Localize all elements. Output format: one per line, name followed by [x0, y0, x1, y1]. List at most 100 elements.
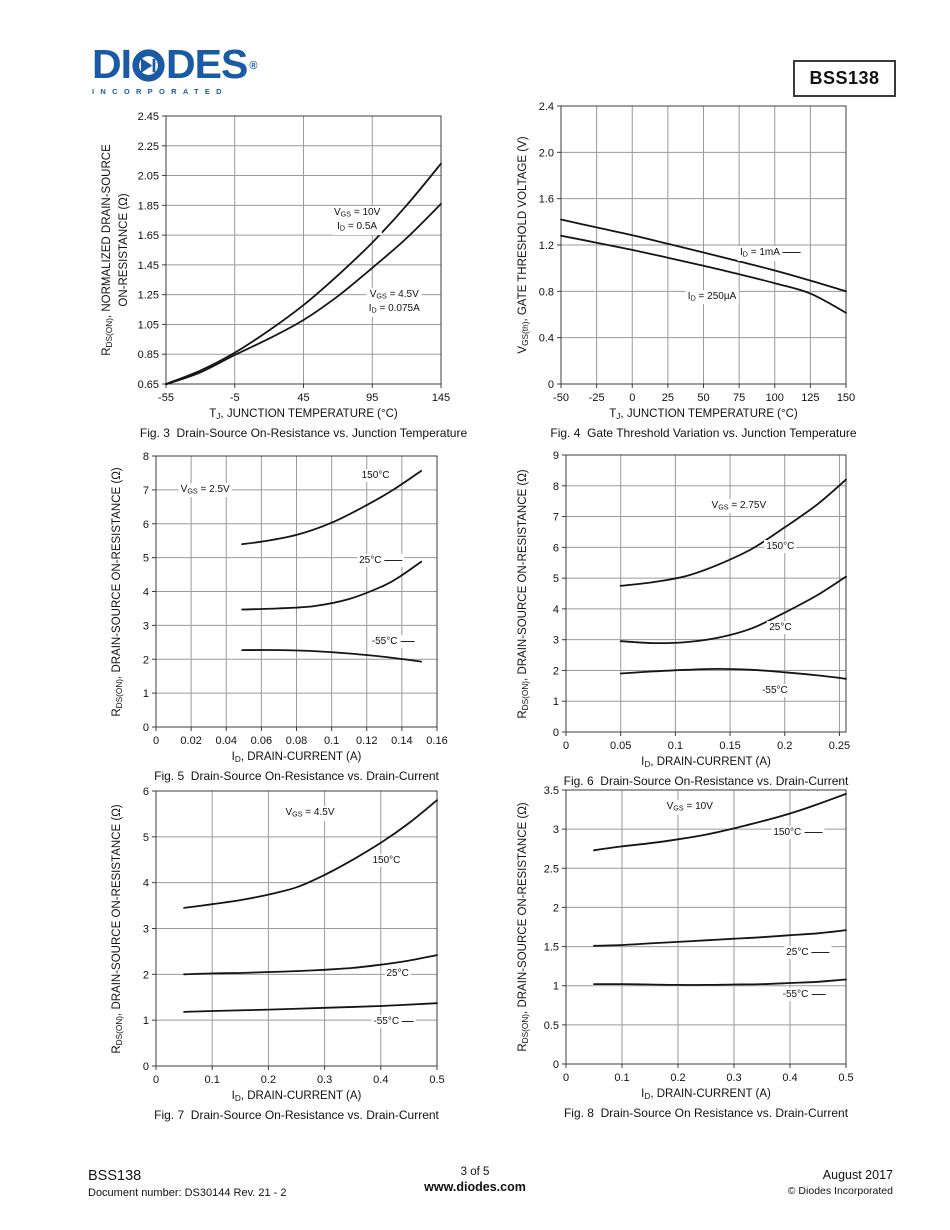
footer-website-link[interactable]: www.diodes.com [424, 1180, 526, 1194]
y-tick-label: 2.5 [544, 863, 559, 875]
annotation-line: 25°C [786, 946, 830, 959]
y-tick-label: 1 [553, 981, 559, 993]
y-tick-label: 1.45 [138, 260, 159, 272]
annotation-line: ID = 250µA [687, 290, 737, 303]
leader-line [804, 831, 823, 833]
y-tick-label: 1.65 [138, 230, 159, 242]
x-tick-label: 0.12 [356, 735, 377, 747]
y-tick-label: 1 [553, 696, 559, 708]
curve-150-c [183, 799, 438, 909]
leader-line [384, 559, 403, 561]
x-tick-label: 100 [766, 392, 784, 404]
annotation-line: VGS = 2.75V [711, 499, 767, 512]
annotation-line: 150°C [773, 826, 823, 839]
curve--55-c [593, 978, 847, 986]
curve-150-c [241, 470, 423, 545]
y-tick-label: 6 [553, 542, 559, 554]
curve-annotation: 25°C [357, 554, 405, 567]
curve-150-c [619, 478, 847, 587]
x-tick-label: 0.2 [261, 1074, 276, 1086]
y-tick-label: 5 [553, 573, 559, 585]
x-tick-label: 0.1 [324, 735, 339, 747]
diodes-logo: DI DES ® INCORPORATED [92, 44, 257, 97]
y-tick-label: 1.2 [539, 240, 554, 252]
x-tick-label: 0.2 [777, 740, 792, 752]
logo-subtitle: INCORPORATED [92, 87, 228, 96]
x-tick-label: 0.1 [668, 740, 683, 752]
y-tick-label: 6 [143, 786, 149, 798]
y-tick-label: 2.4 [539, 101, 554, 113]
curve-25-c [619, 575, 847, 645]
y-tick-label: 8 [553, 481, 559, 493]
y-tick-label: 5 [143, 553, 149, 565]
plot-border [155, 455, 438, 728]
leader-line [811, 951, 830, 953]
x-axis-label: ID, DRAIN-CURRENT (A) [641, 756, 771, 769]
plot-border [565, 454, 847, 733]
plot-border [155, 790, 438, 1067]
y-tick-label: 1 [143, 1015, 149, 1027]
y-tick-label: 2 [143, 969, 149, 981]
plot-area: 0 0.05 0.1 0.15 0.2 0.25 0 1 2 3 4 5 6 7 8 9 [553, 450, 850, 752]
x-tick-label: 0.05 [610, 740, 631, 752]
annotation-line: ID = 0.075A [368, 303, 420, 315]
x-axis-label: ID, DRAIN-CURRENT (A) [641, 1088, 771, 1101]
curve-25-c [241, 560, 423, 611]
x-axis-label: TJ, JUNCTION TEMPERATURE (°C) [209, 408, 398, 421]
curve-id-250-a [560, 234, 847, 314]
plot-area: 0 0.1 0.2 0.3 0.4 0.5 0 0.5 1 1.5 2 2.5 3 3.5 [544, 785, 854, 1084]
figure-5-chart: 0 0.02 0.04 0.06 0.08 0.1 0.12 0.14 0.16 0 1 2 3 4 5 6 7… [85, 440, 465, 790]
annotation-line: 25°C [359, 554, 403, 567]
curve--55-c [619, 667, 847, 680]
y-tick-label: 4 [143, 587, 149, 599]
y-tick-label: 9 [553, 450, 559, 462]
x-tick-label: 0.08 [286, 735, 307, 747]
annotation-line: 150°C [361, 470, 390, 482]
leader-line [400, 641, 415, 643]
x-tick-label: 0.1 [614, 1072, 629, 1084]
curve-annotation: VGS = 2.75V [709, 498, 769, 514]
y-tick-label: 2 [553, 665, 559, 677]
curve-annotation: 150°C [771, 826, 825, 840]
x-tick-label: 0.14 [391, 735, 412, 747]
annotation-line: 25°C [769, 621, 792, 633]
leader-line [782, 251, 801, 253]
annotation-line: VGS = 4.5V [369, 288, 419, 301]
curve-150-c [593, 793, 847, 852]
y-tick-label: 3 [143, 924, 149, 936]
y-tick-label: 0.5 [544, 1020, 559, 1032]
x-tick-label: -25 [589, 392, 605, 404]
x-tick-label: 0 [153, 1074, 159, 1086]
curve-annotation: VGS = 10V [664, 800, 715, 815]
annotation-line: -55°C [762, 684, 788, 696]
x-axis-label: ID, DRAIN-CURRENT (A) [231, 1090, 362, 1103]
figure-4-chart: -50 -25 0 25 50 75 100 125 150 0 0.4 0.8 1.2 1.6 2.0 2.… [505, 95, 895, 445]
curve-annotation: ID = 250µA [685, 289, 739, 305]
y-tick-label: 2.0 [539, 147, 554, 159]
plot-area: -55 -5 45 95 145 0.65 0.85 1.05 1.25 1.45 1.65 1.85… [138, 111, 451, 404]
y-tick-label: 3 [143, 620, 149, 632]
x-tick-label: 95 [366, 392, 378, 404]
x-tick-label: 75 [733, 392, 745, 404]
y-tick-label: 0.4 [539, 333, 554, 345]
x-tick-label: -50 [553, 392, 569, 404]
annotation-line: -55°C [373, 1015, 415, 1028]
y-tick-label: 1 [143, 688, 149, 700]
logo-wordmark: DI DES ® [92, 44, 257, 85]
annotation-line: 25°C [386, 968, 409, 980]
x-tick-label: 0.02 [180, 735, 201, 747]
figure-caption: Fig. 3 Drain-Source On-Resistance vs. Ju… [139, 426, 468, 440]
x-tick-label: 0 [563, 740, 569, 752]
annotation-line: VGS = 2.5V [180, 483, 230, 496]
footer-center: 3 of 5 www.diodes.com [424, 1166, 526, 1194]
y-tick-label: 4 [143, 878, 149, 890]
x-tick-label: 150 [837, 392, 855, 404]
y-tick-label: 0.85 [138, 349, 159, 361]
annotation-line: VGS = 10V [666, 801, 713, 813]
x-axis-label: TJ, JUNCTION TEMPERATURE (°C) [609, 408, 798, 421]
x-tick-label: 125 [801, 392, 819, 404]
x-tick-label: -55 [158, 392, 174, 404]
x-axis-label: ID, DRAIN-CURRENT (A) [231, 751, 362, 764]
x-tick-label: 0.1 [205, 1074, 220, 1086]
curve-annotation: 150°C [764, 540, 797, 554]
